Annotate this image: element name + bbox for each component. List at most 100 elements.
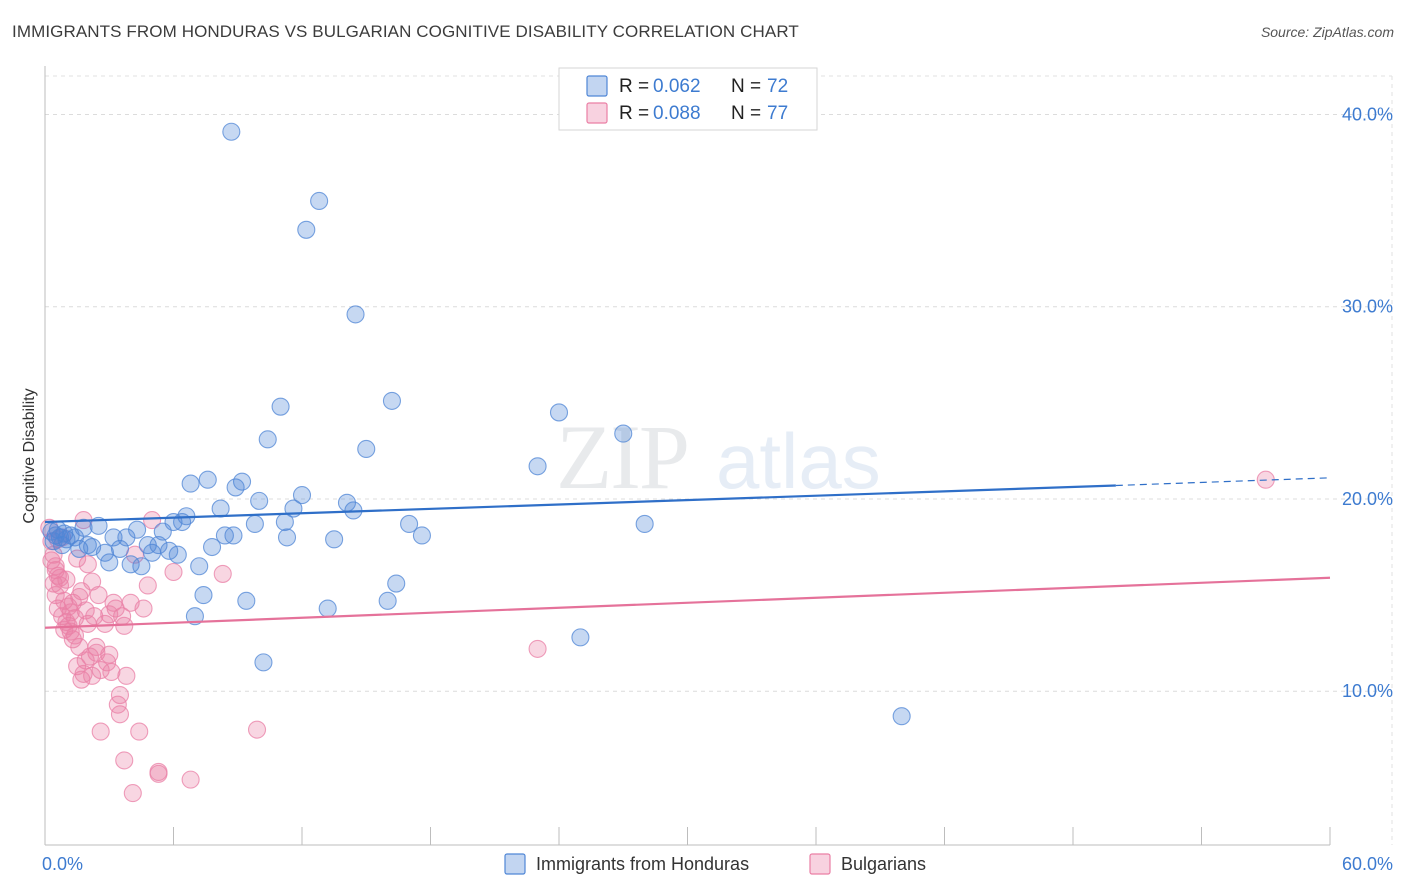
data-point	[571, 628, 590, 647]
data-point	[138, 576, 157, 595]
data-point	[325, 530, 344, 549]
honduras-points	[42, 122, 911, 726]
data-point	[310, 191, 329, 211]
y-axis-label: Cognitive Disability	[21, 388, 38, 523]
data-point	[275, 512, 294, 532]
data-point	[237, 591, 256, 610]
data-point	[50, 576, 70, 595]
data-point	[91, 722, 110, 741]
data-point	[78, 555, 97, 574]
data-point	[892, 707, 911, 726]
data-point	[194, 586, 213, 605]
data-point	[46, 557, 65, 576]
data-point	[213, 564, 232, 583]
data-point	[143, 511, 162, 530]
y-tick-label: 40.0%	[1342, 104, 1393, 124]
data-point	[149, 536, 168, 555]
data-point	[277, 528, 297, 547]
data-point	[318, 599, 337, 618]
data-point	[292, 486, 312, 505]
data-point	[102, 662, 121, 682]
legend-r-value: 0.088	[653, 103, 701, 124]
legend-swatch	[586, 102, 608, 124]
data-point	[160, 541, 179, 560]
data-point	[110, 705, 130, 724]
data-point	[357, 439, 376, 459]
data-point	[185, 607, 204, 626]
data-point	[110, 539, 130, 558]
legend-n-label: N =	[731, 76, 761, 97]
data-point	[271, 397, 290, 416]
data-point	[258, 430, 277, 449]
axes	[44, 66, 1331, 846]
data-point	[89, 586, 108, 605]
data-point	[130, 722, 149, 741]
data-point	[297, 220, 316, 239]
legend-r-label: R =	[619, 103, 649, 124]
trend-lines	[44, 477, 1331, 629]
data-point	[528, 457, 547, 476]
legend-r-label: R =	[619, 76, 649, 97]
data-point	[168, 545, 187, 564]
data-point	[224, 526, 243, 545]
legend-r-value: 0.062	[653, 76, 701, 97]
svg-text:atlas: atlas	[716, 417, 881, 505]
source-attribution: Source: ZipAtlas.com	[1260, 24, 1394, 40]
data-point	[164, 562, 183, 582]
data-point	[149, 762, 168, 781]
data-point	[134, 599, 153, 618]
data-point	[104, 528, 123, 547]
y-tick-label: 30.0%	[1342, 297, 1393, 317]
data-point	[123, 784, 142, 803]
chart-title: IMMIGRANTS FROM HONDURAS VS BULGARIAN CO…	[12, 22, 799, 41]
data-point	[181, 474, 200, 493]
data-point	[95, 614, 115, 633]
data-point	[190, 557, 209, 576]
data-point	[76, 651, 95, 670]
x-tick-label: 60.0%	[1342, 854, 1393, 874]
honduras-trend-line	[44, 484, 1116, 524]
bulgarians-points	[40, 470, 1275, 803]
legend-n-value: 72	[767, 76, 788, 97]
data-point	[89, 516, 108, 535]
legend-label-honduras: Immigrants from Honduras	[536, 854, 749, 874]
data-point	[635, 514, 654, 533]
data-point	[250, 491, 269, 510]
data-point	[95, 543, 115, 562]
data-point	[412, 526, 431, 545]
data-point	[128, 520, 147, 539]
data-point	[211, 499, 230, 518]
honduras-trend-extension	[1115, 477, 1331, 487]
data-point	[59, 597, 78, 616]
legend-n-label: N =	[731, 103, 761, 124]
data-point	[528, 639, 547, 658]
data-point	[50, 568, 70, 587]
legend-label-bulgarians: Bulgarians	[841, 854, 926, 874]
data-point	[549, 403, 569, 422]
x-tick-label: 0.0%	[42, 854, 83, 874]
data-point	[378, 591, 397, 610]
data-point	[181, 770, 200, 789]
legend-swatch-bulgarians	[809, 853, 831, 875]
svg-text:ZIP: ZIP	[556, 406, 688, 508]
data-point	[222, 122, 241, 141]
legend-box	[558, 67, 818, 131]
data-point	[387, 574, 406, 593]
legend-swatch-honduras	[504, 853, 526, 875]
bulgarians-trend-line	[44, 576, 1331, 629]
data-point	[232, 472, 252, 491]
data-point	[245, 514, 264, 533]
data-point	[100, 553, 119, 572]
y-tick-label: 10.0%	[1342, 681, 1393, 701]
data-point	[203, 537, 222, 557]
y-tick-label: 20.0%	[1342, 489, 1393, 509]
legend-n-value: 77	[767, 103, 788, 124]
legend-swatch	[586, 75, 608, 97]
bottom-legend: Immigrants from Honduras Bulgarians	[504, 853, 926, 875]
data-point	[117, 666, 136, 685]
data-point	[254, 653, 273, 672]
data-point	[110, 685, 130, 705]
data-point	[400, 514, 419, 533]
legend: R = 0.062 N = 72 R = 0.088 N = 77	[558, 67, 818, 131]
